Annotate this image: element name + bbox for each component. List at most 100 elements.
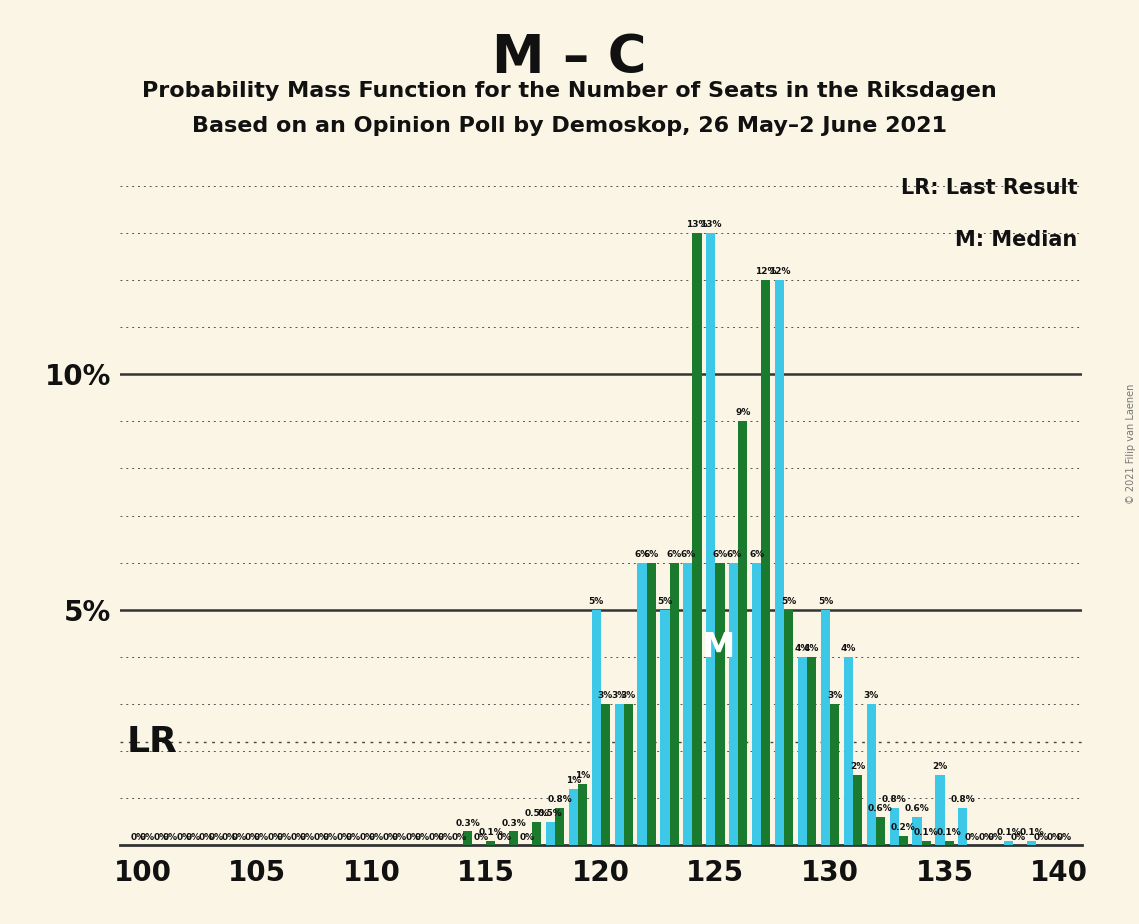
Text: 0%: 0% <box>199 833 214 842</box>
Bar <box>546 821 555 845</box>
Text: 3%: 3% <box>863 691 879 700</box>
Text: 4%: 4% <box>841 644 857 653</box>
Text: 0%: 0% <box>268 833 282 842</box>
Text: 0.6%: 0.6% <box>868 805 893 813</box>
Bar <box>624 704 633 845</box>
Text: 3%: 3% <box>621 691 636 700</box>
Text: 6%: 6% <box>634 550 649 559</box>
Text: 6%: 6% <box>726 550 741 559</box>
Text: 6%: 6% <box>680 550 696 559</box>
Text: 0%: 0% <box>437 833 452 842</box>
Text: 0%: 0% <box>1010 833 1025 842</box>
Bar <box>683 563 693 845</box>
Bar <box>798 657 808 845</box>
Bar <box>729 563 738 845</box>
Bar <box>821 610 830 845</box>
Text: 13%: 13% <box>687 220 707 229</box>
Text: 0%: 0% <box>415 833 429 842</box>
Bar <box>899 836 908 845</box>
Bar <box>591 610 600 845</box>
Bar <box>532 821 541 845</box>
Bar <box>944 841 953 845</box>
Text: 9%: 9% <box>735 408 751 418</box>
Bar <box>890 808 899 845</box>
Text: 3%: 3% <box>598 691 613 700</box>
Bar <box>912 817 921 845</box>
Text: M: Median: M: Median <box>956 230 1077 250</box>
Text: 0%: 0% <box>154 833 169 842</box>
Text: 4%: 4% <box>804 644 819 653</box>
Text: 0%: 0% <box>1056 833 1072 842</box>
Text: 0%: 0% <box>245 833 260 842</box>
Bar <box>638 563 647 845</box>
Text: 4%: 4% <box>795 644 810 653</box>
Bar <box>568 789 577 845</box>
Text: 0.5%: 0.5% <box>524 809 549 818</box>
Text: M: M <box>703 631 736 664</box>
Text: 3%: 3% <box>612 691 626 700</box>
Bar <box>761 280 770 845</box>
Text: 0%: 0% <box>346 833 361 842</box>
Text: 0%: 0% <box>322 833 338 842</box>
Bar <box>555 808 564 845</box>
Text: 0%: 0% <box>392 833 407 842</box>
Text: 0%: 0% <box>497 833 513 842</box>
Bar <box>808 657 817 845</box>
Text: 0%: 0% <box>474 833 490 842</box>
Text: 6%: 6% <box>749 550 764 559</box>
Text: 0%: 0% <box>254 833 269 842</box>
Text: 6%: 6% <box>712 550 728 559</box>
Bar <box>647 563 656 845</box>
Text: 2%: 2% <box>933 762 948 771</box>
Text: 1%: 1% <box>566 776 581 785</box>
Bar <box>876 817 885 845</box>
Text: 0.1%: 0.1% <box>913 828 939 837</box>
Text: 0%: 0% <box>383 833 398 842</box>
Text: 0%: 0% <box>177 833 191 842</box>
Text: 0%: 0% <box>130 833 146 842</box>
Text: 0%: 0% <box>337 833 352 842</box>
Text: 0%: 0% <box>300 833 316 842</box>
Text: 0.6%: 0.6% <box>904 805 929 813</box>
Bar <box>738 421 747 845</box>
Text: 2%: 2% <box>850 762 866 771</box>
Text: 6%: 6% <box>666 550 682 559</box>
Text: LR: Last Result: LR: Last Result <box>901 178 1077 199</box>
Text: © 2021 Filip van Laenen: © 2021 Filip van Laenen <box>1126 383 1136 504</box>
Text: 0.8%: 0.8% <box>547 795 572 804</box>
Bar <box>867 704 876 845</box>
Bar <box>853 774 862 845</box>
Text: 0%: 0% <box>988 833 1002 842</box>
Text: 3%: 3% <box>827 691 842 700</box>
Text: 0%: 0% <box>208 833 223 842</box>
Text: 0.3%: 0.3% <box>456 819 481 828</box>
Bar <box>661 610 670 845</box>
Text: 0.8%: 0.8% <box>882 795 907 804</box>
Text: 0%: 0% <box>360 833 375 842</box>
Text: Probability Mass Function for the Number of Seats in the Riksdagen: Probability Mass Function for the Number… <box>142 81 997 102</box>
Bar <box>830 704 839 845</box>
Text: 0.3%: 0.3% <box>501 819 526 828</box>
Text: 13%: 13% <box>700 220 722 229</box>
Bar <box>615 704 624 845</box>
Bar <box>958 808 967 845</box>
Bar <box>775 280 784 845</box>
Text: 5%: 5% <box>781 597 796 606</box>
Text: 0%: 0% <box>405 833 420 842</box>
Bar <box>670 563 679 845</box>
Text: 0.8%: 0.8% <box>951 795 975 804</box>
Bar <box>464 832 473 845</box>
Bar <box>752 563 761 845</box>
Text: 0%: 0% <box>186 833 200 842</box>
Bar <box>844 657 853 845</box>
Bar <box>1027 841 1036 845</box>
Text: 0%: 0% <box>1033 833 1048 842</box>
Text: 0%: 0% <box>277 833 292 842</box>
Bar <box>509 832 518 845</box>
Bar <box>935 774 944 845</box>
Text: 0.1%: 0.1% <box>936 828 961 837</box>
Text: 5%: 5% <box>657 597 673 606</box>
Text: 0%: 0% <box>428 833 443 842</box>
Text: 0.2%: 0.2% <box>891 823 916 833</box>
Bar <box>784 610 793 845</box>
